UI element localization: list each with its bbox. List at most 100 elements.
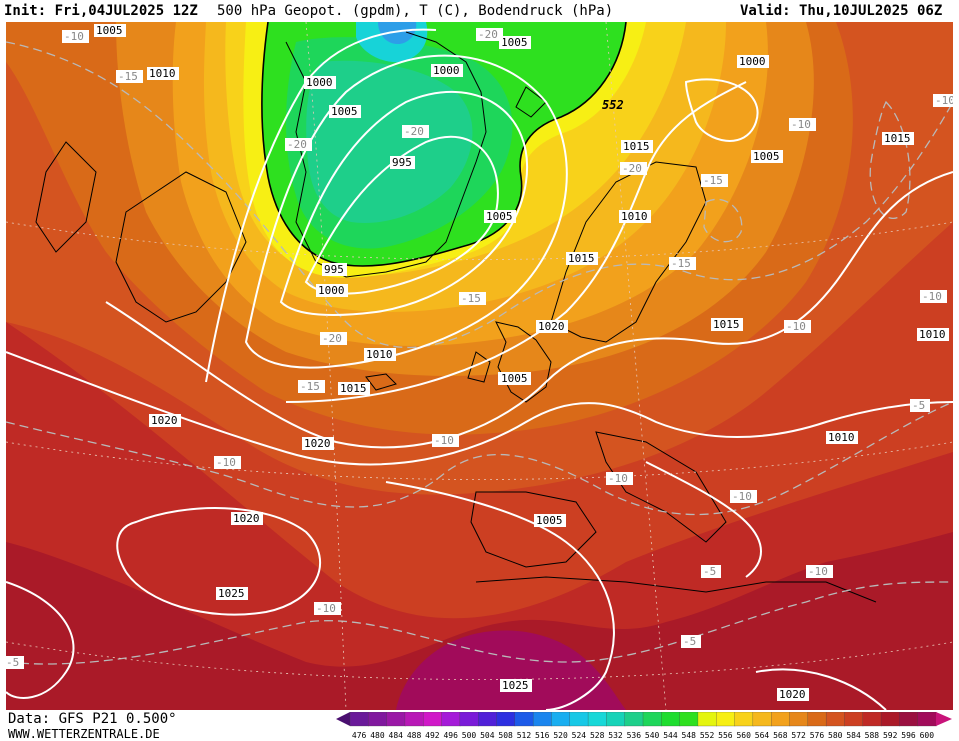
isobar-label: 1010 (364, 348, 396, 361)
isobar-label: 1020 (231, 512, 263, 525)
scale-swatch (789, 712, 809, 727)
scale-swatch (368, 712, 388, 727)
isobar-label: 1010 (619, 210, 651, 223)
valid-time: Valid: Thu,10JUL2025 06Z (740, 3, 943, 19)
isotherm-label: -5 (910, 399, 930, 412)
scale-swatch (587, 712, 608, 727)
scale-swatches (336, 712, 952, 727)
svg-text:-20: -20 (322, 332, 342, 345)
scale-label: 480 (370, 731, 385, 740)
isotherm-label: -5 (701, 565, 721, 578)
color-scale: 476 480 484 488 492 496 500 504 508 512 516 520 524 5… (336, 712, 952, 740)
scale-swatch (606, 712, 626, 727)
isotherm-label: -20 (402, 125, 429, 138)
scale-swatch (862, 712, 882, 727)
isotherm-label: -15 (701, 174, 728, 187)
isobar-label: 1010 (826, 431, 858, 444)
svg-text:1005: 1005 (536, 514, 563, 527)
svg-text:1020: 1020 (233, 512, 260, 525)
iceland-coast (365, 373, 397, 391)
isobar-label: 1005 (94, 24, 126, 37)
scale-swatch (880, 712, 901, 727)
isobar-label: 1005 (499, 36, 531, 49)
svg-text:1025: 1025 (502, 679, 529, 692)
scale-swatch (423, 712, 443, 727)
isobar-label: 1005 (484, 210, 516, 223)
svg-text:1015: 1015 (568, 252, 595, 265)
svg-text:1005: 1005 (486, 210, 513, 223)
isotherm-label: -20 (476, 28, 503, 41)
isotherm-label: -15 (459, 292, 486, 305)
scale-swatch (349, 712, 369, 727)
svg-text:1015: 1015 (884, 132, 911, 145)
isobar-label: 1000 (431, 64, 463, 77)
isotherm-label: -15 (298, 380, 325, 393)
isobar-label: 1000 (316, 284, 348, 297)
svg-text:-10: -10 (732, 490, 752, 503)
scale-swatch (624, 712, 644, 727)
svg-text:1015: 1015 (713, 318, 740, 331)
scale-swatch (825, 712, 846, 727)
isobar-1010-east (285, 81, 747, 403)
isotherm-c (6, 581, 953, 665)
isobar-label: 1020 (149, 414, 181, 427)
svg-text:1010: 1010 (919, 328, 946, 341)
svg-text:1005: 1005 (753, 150, 780, 163)
scale-swatch (514, 712, 534, 727)
svg-text:-5: -5 (6, 656, 19, 669)
scale-label: 536 (627, 731, 642, 740)
isobar-label: 1025 (500, 679, 532, 692)
svg-text:-15: -15 (671, 257, 691, 270)
isotherm-label: -20 (620, 162, 647, 175)
isobar-label: 1010 (917, 328, 949, 341)
svg-text:-10: -10 (922, 290, 942, 303)
svg-text:-10: -10 (935, 94, 953, 107)
isotherm-label: -10 (920, 290, 947, 303)
isobar-1020-south (385, 481, 615, 710)
scale-swatch (551, 712, 571, 727)
svg-text:1005: 1005 (501, 36, 528, 49)
isobar-label: 1015 (711, 318, 743, 331)
svg-text:-20: -20 (478, 28, 498, 41)
svg-text:-10: -10 (434, 434, 454, 447)
scale-swatch (569, 712, 589, 727)
isotherm-d (703, 198, 743, 243)
isotherm-label: -10 (62, 30, 89, 43)
svg-text:995: 995 (392, 156, 412, 169)
svg-text:-10: -10 (216, 456, 236, 469)
isotherm-label: -10 (432, 434, 459, 447)
isotherm-label: -10 (214, 456, 241, 469)
scale-label: 572 (791, 731, 806, 740)
svg-text:-10: -10 (786, 320, 806, 333)
scale-swatch (697, 712, 717, 727)
map-title: 500 hPa Geopot. (gpdm), T (C), Bodendruc… (217, 3, 614, 19)
scale-label: 484 (389, 731, 404, 740)
svg-text:-15: -15 (118, 70, 138, 83)
svg-text:1000: 1000 (306, 76, 333, 89)
isobar-label: 995 (390, 156, 415, 169)
band-592 (6, 532, 953, 710)
scale-label: 548 (682, 731, 697, 740)
isotherm-label: -5 (6, 656, 24, 669)
svalbard-coast (515, 86, 547, 118)
isobar-1015-west (6, 581, 75, 699)
scale-label: 504 (480, 731, 495, 740)
iberia-coast (470, 491, 597, 568)
contour-552 (261, 22, 627, 267)
isobar-label: 1015 (882, 132, 914, 145)
svg-text:-15: -15 (461, 292, 481, 305)
scale-arrow-right (936, 712, 952, 726)
weather-map: 552 1005 1010 1005 1000 1000 1005 995 1005 995 10… (6, 22, 953, 710)
svg-text:1010: 1010 (366, 348, 393, 361)
isobar-1010-west (205, 28, 437, 383)
scale-swatch (441, 712, 461, 727)
isotherm-label: -10 (606, 472, 633, 485)
isotherm-a (6, 41, 953, 349)
isobar-1005 (244, 54, 568, 369)
scale-swatch (661, 712, 681, 727)
isobar-label: 1005 (751, 150, 783, 163)
map-header: Init: Fri,04JUL2025 12Z 500 hPa Geopot. … (0, 0, 959, 22)
svg-text:-20: -20 (404, 125, 424, 138)
scale-swatch (679, 712, 699, 727)
scale-swatch (459, 712, 479, 727)
